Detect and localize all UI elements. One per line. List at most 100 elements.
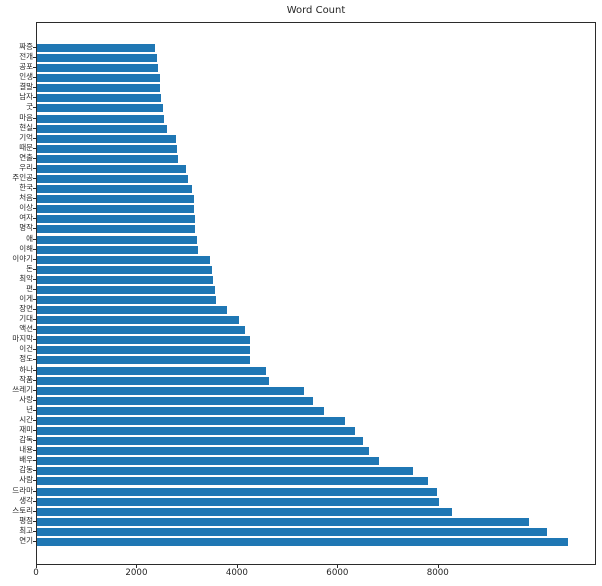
y-tick-mark: [33, 470, 36, 472]
y-tick-mark: [33, 510, 36, 512]
y-tick-mark: [33, 339, 36, 341]
y-tick-mark: [33, 450, 36, 452]
x-tick-mark: [437, 565, 439, 568]
bar: [37, 265, 212, 274]
bar: [37, 185, 192, 194]
y-tick-label: 여자: [19, 213, 33, 223]
x-tick-label: 4000: [225, 568, 248, 578]
bar: [37, 386, 304, 395]
y-tick-mark: [33, 107, 36, 109]
y-tick-mark: [33, 127, 36, 129]
y-tick-label: 최고: [19, 525, 33, 535]
bar: [37, 457, 380, 466]
y-tick-mark: [33, 167, 36, 169]
y-tick-label: 스토리: [12, 505, 33, 515]
bar: [37, 467, 414, 476]
bar: [37, 44, 156, 52]
y-tick-label: 하나: [19, 364, 33, 374]
y-tick-label: 생각: [19, 495, 33, 505]
bar: [37, 346, 251, 355]
y-tick-mark: [33, 369, 36, 371]
bar: [37, 296, 216, 304]
y-tick-mark: [33, 399, 36, 401]
y-tick-label: 기대: [19, 314, 33, 324]
y-tick-mark: [33, 147, 36, 149]
bar: [37, 94, 162, 103]
plot-area: [36, 22, 596, 565]
x-tick-label: 0: [33, 568, 39, 578]
y-tick-mark: [33, 117, 36, 119]
y-tick-mark: [33, 359, 36, 361]
y-tick-mark: [33, 389, 36, 391]
y-tick-label: 내용: [19, 445, 33, 455]
y-tick-mark: [33, 299, 36, 300]
bar: [37, 164, 187, 173]
bar: [37, 507, 452, 516]
y-tick-label: 감동: [19, 465, 33, 475]
bar: [37, 235, 198, 244]
y-tick-label: 쓰레기: [12, 384, 33, 394]
y-tick-label: 이야기: [12, 253, 33, 263]
x-tick-mark: [337, 565, 339, 568]
chart-title: Word Count: [286, 5, 346, 16]
y-tick-mark: [33, 157, 36, 159]
y-tick-mark: [33, 288, 36, 290]
bar: [37, 64, 159, 73]
bar: [37, 114, 165, 123]
y-tick-label: 인생: [19, 72, 33, 82]
x-tick-label: 6000: [326, 568, 349, 578]
x-tick-label: 8000: [426, 568, 449, 578]
y-tick-label: 배우: [19, 455, 33, 465]
bar: [37, 487, 437, 496]
y-tick-mark: [33, 137, 36, 139]
y-tick-label: 연기: [19, 535, 33, 545]
y-tick-mark: [33, 208, 36, 210]
y-tick-label: 전개: [19, 52, 33, 62]
y-tick-mark: [33, 500, 36, 502]
y-tick-mark: [33, 419, 36, 421]
bar: [37, 356, 251, 365]
bar: [37, 245, 198, 254]
bar: [37, 255, 210, 264]
y-tick-label: 한국: [19, 183, 33, 193]
y-tick-label: 애: [26, 233, 33, 243]
bar: [37, 527, 547, 536]
bar: [37, 54, 157, 63]
x-tick-label: 2000: [125, 568, 148, 578]
y-tick-mark: [33, 379, 36, 381]
y-tick-label: 액션: [19, 324, 33, 334]
bar: [37, 416, 346, 425]
y-tick-label: 우리: [19, 162, 33, 172]
y-tick-mark: [33, 309, 36, 311]
y-tick-mark: [33, 409, 36, 411]
y-tick-mark: [33, 198, 36, 200]
y-tick-mark: [33, 329, 36, 331]
y-tick-mark: [33, 47, 36, 48]
bar: [37, 447, 370, 456]
y-tick-label: 이건: [19, 344, 33, 354]
bar: [37, 316, 240, 325]
y-tick-mark: [33, 480, 36, 482]
y-tick-label: 이해: [19, 243, 33, 253]
y-tick-mark: [33, 540, 36, 542]
y-tick-mark: [33, 278, 36, 280]
bar: [37, 326, 246, 335]
bar: [37, 205, 195, 214]
y-tick-label: 재미: [19, 425, 33, 435]
y-tick-mark: [33, 440, 36, 442]
y-tick-label: 사랑: [19, 394, 33, 404]
y-tick-label: 감독: [19, 435, 33, 445]
y-tick-mark: [33, 238, 36, 240]
y-tick-label: 장면: [19, 304, 33, 314]
y-tick-label: 명작: [19, 223, 33, 233]
y-tick-label: 주인공: [12, 173, 33, 183]
y-tick-mark: [33, 87, 36, 89]
y-tick-mark: [33, 349, 36, 351]
x-tick-mark: [236, 565, 238, 568]
y-tick-mark: [33, 228, 36, 230]
y-tick-label: 굿: [26, 102, 33, 112]
bar: [37, 175, 188, 184]
y-tick-label: 최악: [19, 273, 33, 283]
y-tick-mark: [33, 248, 36, 250]
